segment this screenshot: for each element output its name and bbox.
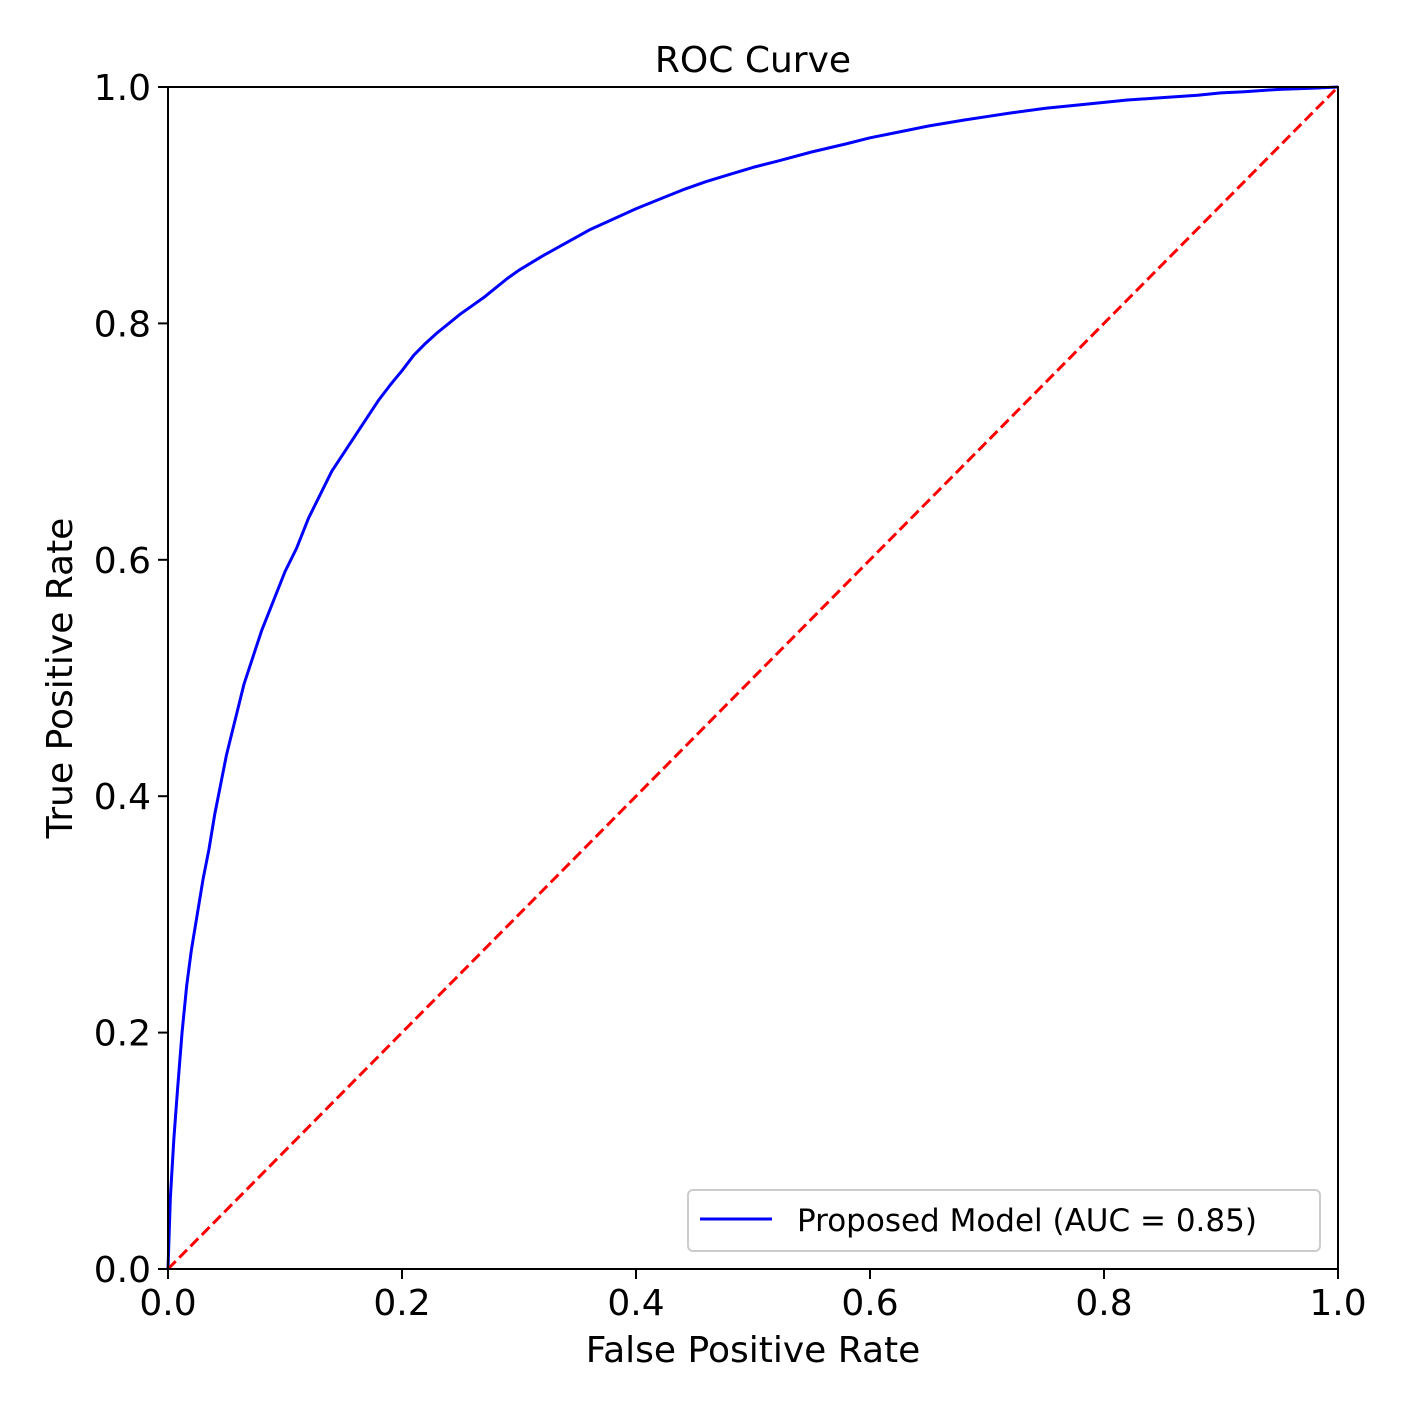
- x-tick-label: 0.2: [373, 1283, 430, 1324]
- y-axis-ticks: 0.0 0.2 0.4 0.6 0.8 1.0: [94, 68, 168, 1291]
- legend: Proposed Model (AUC = 0.85): [687, 1189, 1321, 1252]
- y-tick-label: 0.4: [94, 777, 151, 818]
- roc-curve-line: [166, 85, 1339, 1270]
- chart-title: ROC Curve: [655, 40, 851, 81]
- y-tick-label: 0.6: [94, 541, 151, 582]
- legend-label: Proposed Model (AUC = 0.85): [797, 1203, 1257, 1239]
- reference-diagonal-line: [166, 85, 1340, 1271]
- y-axis-label: True Positive Rate: [40, 518, 81, 840]
- y-tick-label: 0.0: [94, 1250, 151, 1291]
- y-tick-label: 0.8: [94, 304, 151, 345]
- x-tick-label: 0.6: [841, 1283, 898, 1324]
- legend-box: [687, 1189, 1321, 1252]
- axes-frame: [167, 86, 1339, 1270]
- x-tick-label: 0.8: [1075, 1283, 1132, 1324]
- y-tick-label: 0.2: [94, 1014, 151, 1055]
- x-tick-label: 0.0: [139, 1283, 196, 1324]
- x-axis-label: False Positive Rate: [586, 1330, 921, 1371]
- x-tick-label: 0.4: [607, 1283, 664, 1324]
- y-tick-label: 1.0: [94, 68, 151, 109]
- plot-area: [166, 85, 1340, 1271]
- x-axis-ticks: 0.0 0.2 0.4 0.6 0.8 1.0: [139, 1269, 1367, 1324]
- x-tick-label: 1.0: [1309, 1283, 1366, 1324]
